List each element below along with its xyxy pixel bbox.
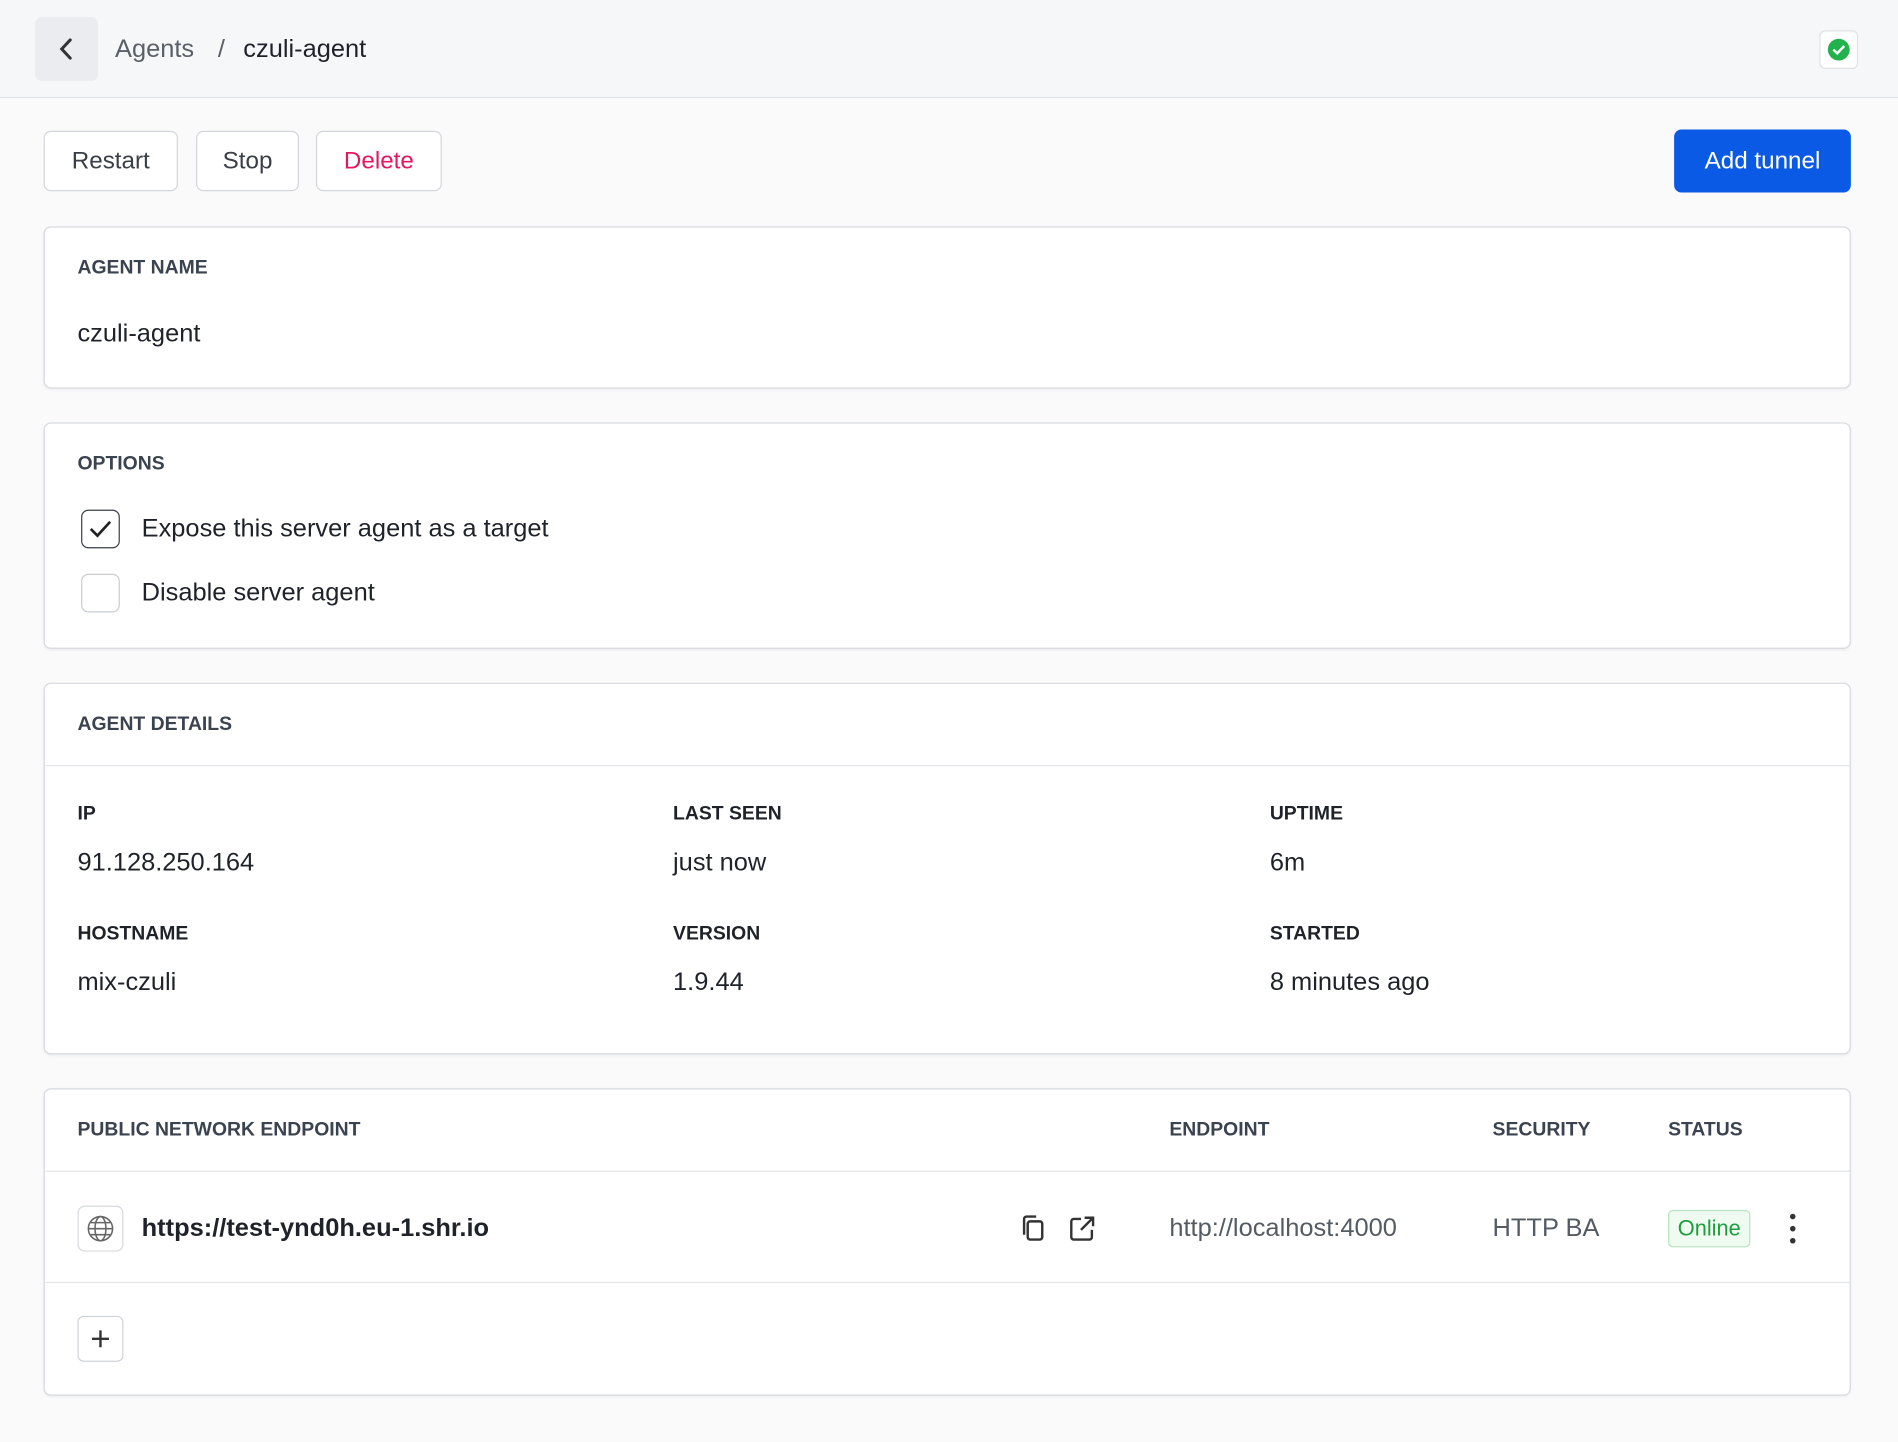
field-value: 1.9.44 (673, 968, 744, 997)
field-value: 8 minutes ago (1269, 968, 1430, 997)
status-badge: Online (1668, 1209, 1751, 1248)
row-menu[interactable] (1781, 1212, 1805, 1246)
endpoint-url[interactable]: https://test-ynd0h.eu-1.shr.io (141, 1214, 490, 1242)
endpoints-card: PUBLIC NETWORK ENDPOINT ENDPOINT SECURITY S… (43, 1088, 1851, 1396)
status-icon (1827, 38, 1850, 61)
check-icon (89, 520, 112, 538)
divider (44, 765, 1850, 767)
field-value: 6m (1269, 848, 1306, 877)
copy-icon (1022, 1215, 1044, 1241)
field-label: HOSTNAME (77, 923, 189, 945)
options-card: OPTIONS Expose this server agent as a ta… (43, 422, 1851, 649)
card-label: OPTIONS (77, 453, 165, 475)
open-button[interactable] (1066, 1213, 1097, 1244)
column-header: ENDPOINT (1169, 1119, 1270, 1141)
agent-name-value: czuli-agent (77, 319, 201, 348)
checkbox[interactable] (81, 509, 120, 549)
field-label: STARTED (1269, 923, 1360, 945)
status-indicator (1819, 30, 1859, 69)
agent-details-card: AGENT DETAILS IP 91.128.250.164 LAST SEEN j… (43, 682, 1851, 1055)
breadcrumb-link[interactable]: Agents (114, 35, 195, 63)
agent-name-card: AGENT NAME czuli-agent (43, 226, 1851, 389)
add-endpoint-button[interactable] (77, 1315, 124, 1362)
stop-button[interactable]: Stop (196, 130, 299, 192)
top-bar: Agents / czuli-agent (0, 0, 1898, 99)
globe-icon (77, 1205, 124, 1252)
back-button[interactable] (35, 16, 99, 82)
column-header: STATUS (1668, 1119, 1743, 1141)
column-header: PUBLIC NETWORK ENDPOINT (77, 1119, 361, 1141)
plus-icon (91, 1330, 109, 1348)
add-tunnel-button[interactable]: Add tunnel (1674, 129, 1851, 193)
globe (87, 1215, 114, 1242)
checkbox[interactable] (81, 573, 120, 613)
option-label: Expose this server agent as a target (141, 514, 549, 543)
endpoint-target: http://localhost:4000 (1169, 1214, 1397, 1242)
field-value: mix-czuli (77, 968, 177, 997)
field-label: UPTIME (1269, 803, 1343, 825)
delete-button[interactable]: Delete (315, 130, 442, 192)
back-icon (59, 38, 72, 60)
field-value: just now (673, 848, 767, 877)
kebab-icon (1789, 1213, 1796, 1244)
breadcrumb-current: czuli-agent (243, 35, 367, 63)
field-label: IP (77, 803, 96, 825)
field-label: LAST SEEN (673, 803, 782, 825)
restart-button[interactable]: Restart (43, 130, 178, 192)
divider (44, 1281, 1850, 1284)
option-label: Disable server agent (141, 578, 375, 607)
field-value: 91.128.250.164 (77, 848, 255, 877)
security: HTTP BA (1492, 1214, 1600, 1242)
column-header: SECURITY (1492, 1119, 1591, 1141)
field-label: VERSION (673, 923, 761, 945)
card-label: AGENT NAME (77, 257, 208, 279)
external-icon (1070, 1216, 1095, 1241)
divider (44, 1170, 1850, 1172)
card-label: AGENT DETAILS (77, 714, 233, 735)
copy-button[interactable] (1018, 1213, 1049, 1244)
breadcrumb-separator: / (217, 35, 225, 63)
